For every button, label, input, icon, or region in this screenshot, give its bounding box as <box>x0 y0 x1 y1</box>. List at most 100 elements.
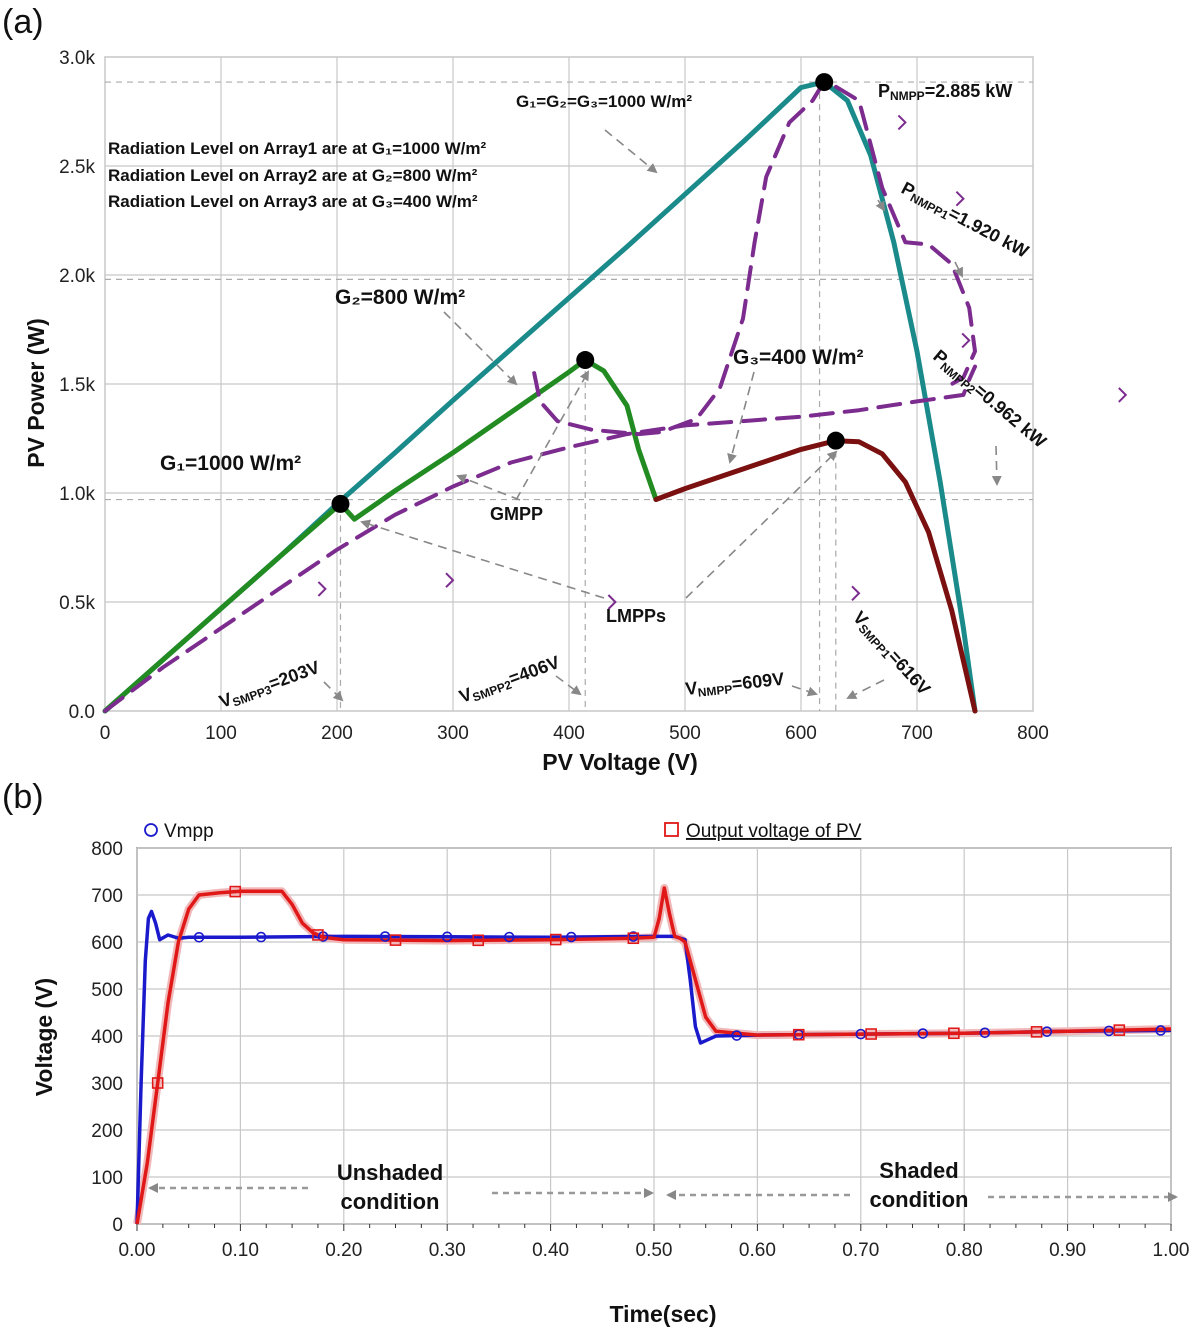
panel-a-xtick-5: 500 <box>669 723 701 744</box>
panel-a-markers <box>331 73 845 513</box>
label-vnmpp: VNMPP=609V <box>684 669 785 701</box>
panel-b-xtick-9: 0.90 <box>1049 1240 1086 1261</box>
panel-a-ytick-5: 2.5k <box>59 157 95 178</box>
panel-b-legend: Vmpp Output voltage of PV <box>144 821 862 842</box>
label-unshaded-line2: condition <box>341 1189 440 1214</box>
label-radiation-2: Radiation Level on Array2 are at G₂=800 … <box>108 166 478 185</box>
panel-a-ytick-0: 0.0 <box>69 702 95 723</box>
panel-b-xtick-8: 0.80 <box>946 1240 983 1261</box>
pv-marker-2 <box>312 929 324 941</box>
panel-a-annotation-arrows <box>323 129 1002 702</box>
panel-a-xtick-0: 0 <box>100 723 111 744</box>
vmpp-marker-1 <box>255 931 267 943</box>
pv-marker-0 <box>151 1077 164 1089</box>
panel-b-xtick-6: 0.60 <box>739 1240 776 1261</box>
label-shaded-line2: condition <box>870 1187 969 1212</box>
vmpp-marker-14 <box>1103 1025 1115 1037</box>
tracking-direction-7 <box>897 114 907 131</box>
panel-b-xlabel: Time(sec) <box>610 1301 717 1327</box>
label-g1: G₁=1000 W/m² <box>160 452 301 475</box>
curve-tracking-path-1 <box>103 364 977 713</box>
legend-pv-marker <box>664 822 679 837</box>
panel-b-ytick-3: 300 <box>91 1074 123 1095</box>
tracking-direction-5 <box>955 190 965 207</box>
panel-a-ytick-4: 2.0k <box>59 266 95 287</box>
pv-marker-1 <box>229 885 242 898</box>
marker-lmpp2 <box>826 431 845 450</box>
pv-marker-10 <box>1030 1026 1043 1038</box>
vmpp-marker-11 <box>917 1028 929 1039</box>
vmpp-marker-15 <box>1155 1025 1166 1036</box>
panel-a-xlabel: PV Voltage (V) <box>542 749 698 775</box>
curve-array-g3 <box>653 438 978 714</box>
label-shaded-line1: Shaded <box>879 1158 958 1183</box>
panel-b-ytick-5: 500 <box>91 980 123 1001</box>
panel-b-xtick-7: 0.70 <box>842 1240 879 1261</box>
vmpp-marker-8 <box>731 1030 743 1041</box>
label-gmpp: GMPP <box>490 504 543 524</box>
panel-a-ytick-2: 1.0k <box>59 484 95 505</box>
panel-a-ytick-6: 3.0k <box>59 48 95 69</box>
tracking-direction-0 <box>317 581 327 597</box>
legend-vmpp-label: Vmpp <box>164 821 214 842</box>
marker-lmpp1 <box>331 494 350 513</box>
vmpp-marker-3 <box>379 931 391 942</box>
pv-marker-9 <box>948 1027 960 1040</box>
vmpp-marker-0 <box>193 931 205 943</box>
panel-b-xtick-4: 0.40 <box>532 1240 569 1261</box>
pv-marker-6 <box>627 932 640 945</box>
vmpp-marker-13 <box>1041 1026 1053 1037</box>
tracking-direction-6 <box>961 332 971 349</box>
panel-b-ylabel: Voltage (V) <box>31 978 57 1096</box>
label-radiation-3: Radiation Level on Array3 are at G₃=400 … <box>108 192 478 211</box>
label-g3: G₃=400 W/m² <box>733 346 864 369</box>
panel-b-ytick-2: 200 <box>91 1121 123 1142</box>
panel-a-ticks: 0 100 200 300 400 500 600 700 800 0.0 0.5k 1.0k 1.5k… <box>59 48 1049 744</box>
label-radiation-1: Radiation Level on Array1 are at G₁=1000… <box>108 139 487 158</box>
label-unshaded-line1: Unshaded <box>337 1160 443 1185</box>
panel-a-reference-lines <box>105 81 1033 711</box>
panel-a-xtick-6: 600 <box>785 723 817 744</box>
label-g123: G₁=G₂=G₃=1000 W/m² <box>516 92 692 111</box>
panel-a-xtick-2: 200 <box>321 723 353 744</box>
panel-b-ytick-4: 400 <box>91 1027 123 1048</box>
pv-marker-5 <box>549 933 562 946</box>
pv-marker-11 <box>1113 1024 1126 1036</box>
label-pnmpp: PNMPP=2.885 kW <box>878 81 1012 103</box>
panel-b-ytick-1: 100 <box>91 1168 123 1189</box>
tracking-direction-4 <box>1118 387 1128 403</box>
panel-b-ytick-8: 800 <box>91 839 123 860</box>
panel-b-grid <box>136 847 1172 1231</box>
panel-b-xtick-10: 1.00 <box>1153 1240 1190 1261</box>
pv-marker-8 <box>865 1028 877 1040</box>
label-g2: G₂=800 W/m² <box>335 286 465 309</box>
tracking-direction-3 <box>851 585 861 601</box>
label-lmpps: LMPPs <box>606 606 666 626</box>
pv-marker-3 <box>389 934 402 946</box>
panel-a-ytick-3: 1.5k <box>59 375 95 396</box>
panel-b-condition-arrows <box>148 1183 1178 1202</box>
panel-a-series <box>102 79 1128 714</box>
pv-marker-7 <box>792 1028 805 1041</box>
marker-gmpp <box>576 351 595 370</box>
panel-b-xtick-0: 0.00 <box>119 1240 156 1261</box>
panel-a-label: (a) <box>2 3 44 41</box>
vmpp-marker-12 <box>979 1027 991 1039</box>
panel-a-xtick-4: 400 <box>553 723 585 744</box>
panel-a-ytick-1: 0.5k <box>59 593 95 614</box>
tracking-direction-1 <box>445 572 455 588</box>
panel-a-xtick-7: 700 <box>901 723 933 744</box>
marker-p-nmpp <box>815 73 834 92</box>
vmpp-marker-6 <box>565 931 577 943</box>
panel-b-label: (b) <box>2 778 44 816</box>
curve-array-g2 <box>102 357 659 714</box>
legend-pv-label: Output voltage of PV <box>686 821 862 842</box>
tracking-direction-2 <box>607 594 617 610</box>
panel-b-ytick-0: 0 <box>112 1215 123 1236</box>
vmpp-marker-4 <box>441 931 453 943</box>
vmpp-marker-5 <box>503 931 515 943</box>
panel-b-xtick-5: 0.50 <box>636 1240 673 1261</box>
panel-b-markers <box>151 885 1166 1089</box>
panel-b-ticks: 0.00 0.10 0.20 0.30 0.40 0.50 0.60 0.70 0.80 0.90… <box>91 839 1189 1261</box>
panel-a-xtick-3: 300 <box>437 723 469 744</box>
